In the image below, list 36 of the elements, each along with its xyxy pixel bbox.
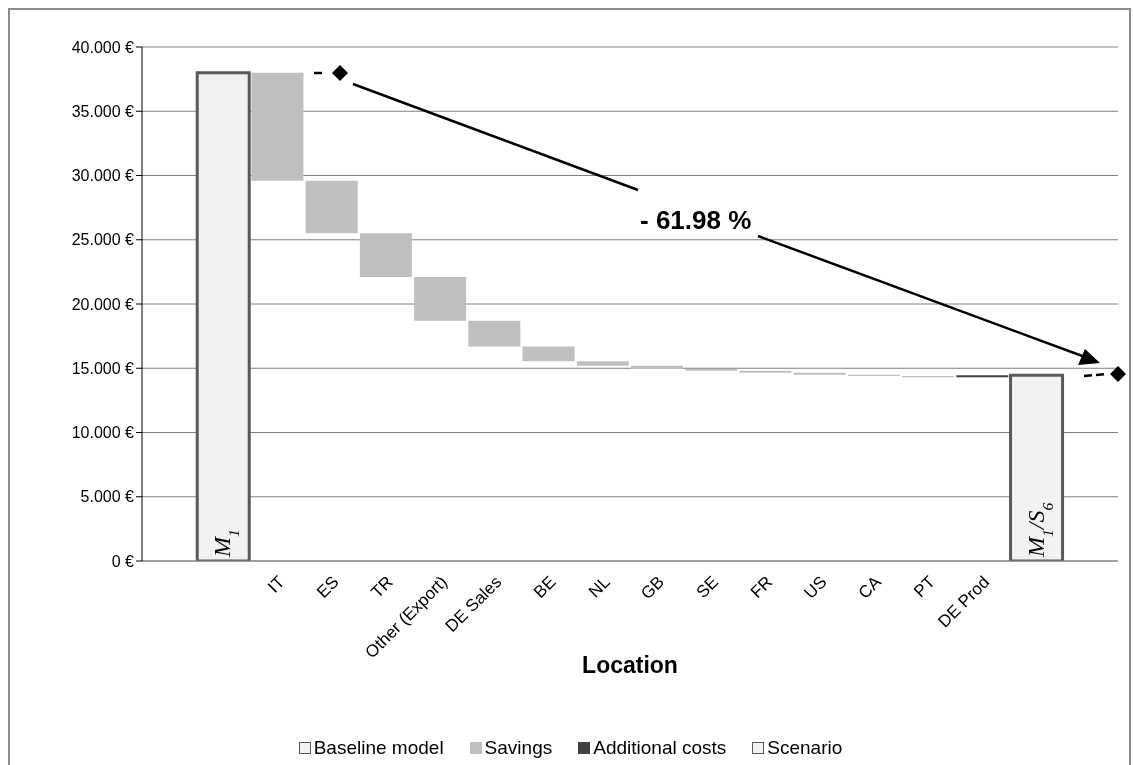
x-axis-title: Location bbox=[582, 652, 678, 678]
x-tick-label: GB bbox=[637, 572, 668, 604]
bar bbox=[414, 277, 467, 321]
x-tick-label: US bbox=[800, 572, 831, 603]
y-tick-label: 40.000 € bbox=[71, 38, 135, 56]
x-tick-label: ES bbox=[313, 572, 343, 602]
bar bbox=[631, 365, 683, 369]
bar bbox=[305, 180, 358, 234]
x-tick-label: BE bbox=[530, 572, 560, 602]
legend-label: Additional costs bbox=[593, 737, 727, 759]
bar bbox=[576, 361, 629, 366]
x-tick-label: NL bbox=[584, 572, 614, 602]
y-tick-label: 20.000 € bbox=[71, 295, 135, 313]
bar bbox=[359, 233, 412, 278]
legend-label: Baseline model bbox=[313, 737, 444, 759]
bar bbox=[251, 72, 304, 181]
x-tick-label: IT bbox=[264, 572, 289, 597]
y-tick-label: 30.000 € bbox=[71, 167, 135, 185]
y-tick-label: 15.000 € bbox=[71, 359, 135, 377]
x-tick-label: FR bbox=[746, 572, 777, 602]
bar bbox=[468, 320, 521, 347]
y-tick-label: 0 € bbox=[111, 552, 135, 570]
y-tick-label: 5.000 € bbox=[80, 488, 135, 506]
annotation: - 61.98 % bbox=[640, 205, 752, 235]
bar bbox=[522, 346, 575, 362]
y-tick-label: 35.000 € bbox=[71, 102, 135, 120]
x-tick-label: SE bbox=[692, 572, 723, 602]
bar bbox=[195, 71, 251, 561]
bar bbox=[1009, 373, 1065, 561]
legend-label: Savings bbox=[484, 737, 553, 759]
x-tick-label: CA bbox=[854, 571, 886, 603]
y-tick-label: 10.000 € bbox=[71, 424, 135, 442]
y-tick-label: 25.000 € bbox=[71, 231, 135, 249]
x-tick-label: TR bbox=[367, 572, 397, 602]
x-tick-label: PT bbox=[910, 572, 940, 602]
legend-label: Scenario bbox=[767, 737, 843, 759]
